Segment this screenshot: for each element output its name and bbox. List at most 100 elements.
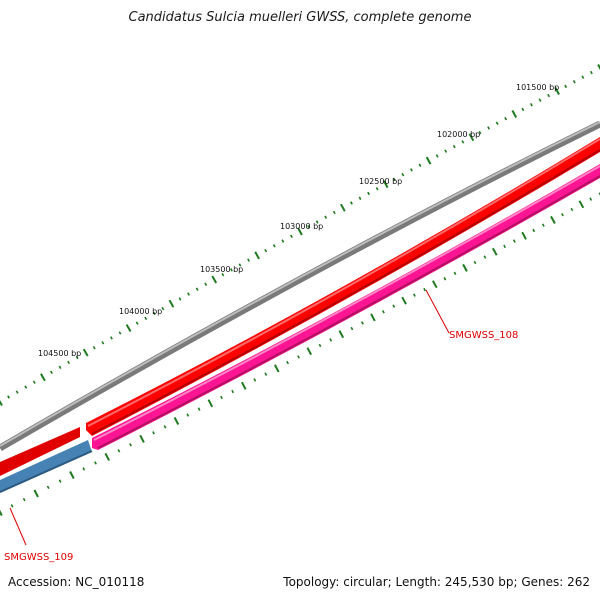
inner-track-minor-tick — [392, 304, 396, 308]
inner-track-major-tick — [550, 215, 556, 224]
outer-track-minor-tick — [101, 341, 105, 345]
gene-smgwss-108-shine — [93, 165, 600, 441]
inner-track-minor-tick — [541, 223, 545, 227]
outer-track-minor-tick — [221, 273, 225, 277]
gene-smgwss-109-label[interactable]: SMGWSS_109 — [4, 552, 73, 563]
inner-track-minor-tick — [253, 378, 257, 382]
outer-track-major-tick — [40, 373, 46, 382]
gene-smgwss-108-label[interactable]: SMGWSS_108 — [449, 330, 518, 341]
inner-track-major-tick — [173, 416, 180, 425]
outer-track-minor-tick — [487, 126, 491, 130]
inner-track-minor-tick — [381, 310, 385, 314]
outer-track-minor-tick — [264, 248, 268, 253]
outer-track-minor-tick — [187, 292, 190, 296]
outer-track-minor-tick — [547, 93, 551, 98]
outer-track-minor-tick — [144, 316, 148, 320]
inner-track-major-tick — [492, 247, 498, 256]
inner-track-minor-tick — [22, 497, 26, 502]
outer-track-major-tick — [125, 324, 132, 333]
forward-gene-band-shine — [87, 138, 600, 427]
gene-smgwss-109-shadow — [0, 450, 93, 493]
outer-track-major-tick — [382, 180, 389, 189]
inner-track-minor-tick — [512, 239, 516, 243]
inner-track-minor-tick — [453, 271, 457, 275]
inner-track-minor-tick — [318, 343, 322, 348]
outer-track-minor-tick — [367, 191, 370, 196]
gene-smgwss-109-band[interactable] — [0, 440, 92, 493]
outer-track-major-tick — [511, 110, 518, 118]
inner-track-minor-tick — [231, 389, 235, 394]
outer-track-minor-tick — [195, 287, 199, 291]
inner-track-major-tick — [139, 434, 145, 443]
outer-track-minor-tick — [15, 390, 19, 394]
inner-track-minor-tick — [503, 244, 507, 249]
inner-track-minor-tick — [483, 255, 487, 259]
gene-smgwss-109-leader — [9, 507, 27, 546]
forward-gene-band[interactable] — [0, 427, 80, 476]
outer-track-minor-tick — [461, 140, 465, 144]
inner-track-minor-tick — [297, 355, 300, 359]
forward-gene-band-main[interactable] — [86, 137, 600, 436]
outer-track-minor-tick — [247, 258, 250, 262]
outer-track-minor-tick — [315, 220, 319, 224]
inner-track-minor-tick — [532, 228, 536, 233]
outer-track-minor-tick — [495, 121, 499, 125]
outer-track-minor-tick — [178, 297, 182, 301]
outer-track-minor-tick — [307, 225, 310, 229]
outer-track-minor-tick — [135, 321, 139, 325]
outer-track-major-tick — [468, 133, 475, 142]
outer-track-minor-tick — [324, 215, 328, 219]
outer-track-minor-tick — [152, 311, 156, 316]
inner-track-minor-tick — [186, 413, 190, 417]
inner-track-minor-tick — [94, 461, 97, 465]
gene-smgwss-108-leader — [425, 289, 450, 334]
forward-gene-band-shadow — [91, 149, 600, 435]
inner-track-minor-tick — [129, 443, 132, 447]
outer-track-minor-tick — [418, 163, 422, 167]
inner-track-major-tick — [338, 330, 345, 339]
outer-track-minor-tick — [75, 355, 79, 360]
outer-track-minor-tick — [272, 244, 276, 248]
outer-track-major-tick — [554, 86, 560, 95]
inner-track-major-tick — [274, 364, 280, 373]
genome-backbone-highlight — [0, 121, 600, 447]
outer-track-minor-tick — [521, 107, 525, 112]
inner-track-minor-tick — [589, 197, 593, 201]
outer-track-minor-tick — [478, 130, 482, 135]
inner-track-major-tick — [370, 313, 376, 322]
inner-track-minor-tick — [163, 425, 167, 429]
outer-track-minor-tick — [290, 234, 293, 238]
inner-track-minor-tick — [117, 449, 121, 453]
outer-track-minor-tick — [529, 103, 533, 107]
inner-track-major-tick — [578, 200, 585, 209]
outer-track-minor-tick — [375, 187, 379, 191]
inner-track-minor-tick — [570, 207, 574, 212]
inner-track-minor-tick — [58, 479, 62, 483]
inner-track-minor-tick — [220, 395, 223, 400]
outer-track-minor-tick — [161, 306, 165, 311]
outer-track-major-tick — [297, 227, 303, 236]
outer-track-major-tick — [340, 203, 346, 212]
outer-track-minor-tick — [204, 282, 208, 286]
tick-label-101500: 101500 bp — [516, 83, 559, 92]
outer-track-major-tick — [0, 399, 3, 406]
inner-track-minor-tick — [286, 360, 290, 365]
inner-track-minor-tick — [443, 277, 447, 281]
inner-track-minor-tick — [561, 213, 564, 217]
accession-text: Accession: NC_010118 — [8, 575, 145, 589]
outer-track-major-tick — [254, 251, 260, 260]
inner-track-major-tick — [0, 509, 3, 517]
outer-track-minor-tick — [538, 98, 542, 102]
outer-track-minor-tick — [444, 149, 448, 153]
tick-label-104000: 104000 bp — [119, 307, 162, 316]
outer-track-minor-tick — [564, 84, 568, 89]
inner-track-major-tick — [432, 280, 438, 289]
tick-label-102000: 102000 bp — [437, 130, 480, 139]
outer-track-minor-tick — [452, 144, 456, 149]
outer-track-minor-tick — [110, 336, 113, 340]
inner-track-minor-tick — [197, 407, 201, 411]
inner-track-major-tick — [69, 471, 75, 480]
outer-track-minor-tick — [572, 80, 576, 84]
outer-track-minor-tick — [230, 268, 233, 272]
